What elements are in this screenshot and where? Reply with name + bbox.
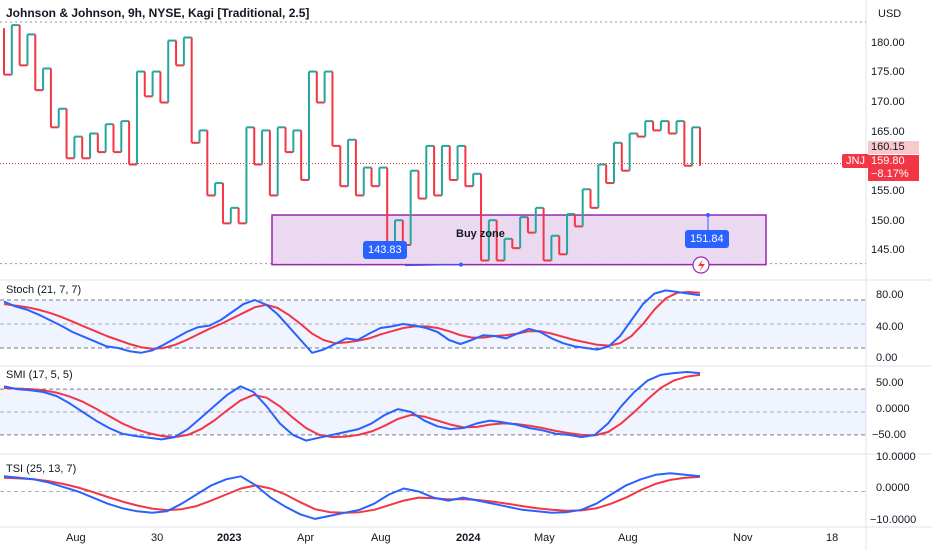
time-label-18: 18 <box>826 532 839 544</box>
stoch-tick-40: 40.00 <box>876 321 904 333</box>
price-tick-155: 155.00 <box>871 185 905 197</box>
price-tick-160-15: 160.15 <box>868 141 919 154</box>
tsi-pane-label[interactable]: TSI (25, 13, 7) <box>6 463 77 475</box>
tsi-tick-0: 0.0000 <box>876 482 910 494</box>
buy-zone-label: Buy zone <box>456 228 505 240</box>
last-price-tag: 159.80 <box>868 155 919 168</box>
price-tick-175: 175.00 <box>871 66 905 78</box>
high-price-tag: 151.84 <box>685 230 729 248</box>
stoch-pane-label[interactable]: Stoch (21, 7, 7) <box>6 284 82 296</box>
time-label-aug-2: Aug <box>371 532 391 544</box>
price-tick-180: 180.00 <box>871 37 905 49</box>
indicator-slow-line-0 <box>3 291 701 350</box>
high-price-anchor <box>706 213 710 218</box>
time-label-may: May <box>534 532 555 544</box>
time-label-30: 30 <box>151 532 164 544</box>
ticker-badge: JNJ <box>842 154 869 168</box>
low-price-tag: 143.83 <box>363 241 407 259</box>
indicator-slow-line-2 <box>3 475 701 514</box>
last-change-tag: −8.17% <box>868 168 919 181</box>
time-label-2023: 2023 <box>217 532 242 544</box>
time-label-nov: Nov <box>733 532 753 544</box>
indicator-slow-line-1 <box>3 373 701 439</box>
smi-tick-0: 0.0000 <box>876 403 910 415</box>
indicator-fast-line-2 <box>3 472 701 520</box>
tsi-tick-10: 10.0000 <box>876 451 916 463</box>
smi-tick-minus50: −50.00 <box>872 429 906 441</box>
tsi-tick-minus10: −10.0000 <box>870 514 917 526</box>
time-label-aug-1: Aug <box>66 532 86 544</box>
currency-label[interactable]: USD <box>878 8 902 20</box>
time-label-apr: Apr <box>297 532 315 544</box>
smi-pane-label[interactable]: SMI (17, 5, 5) <box>6 369 73 381</box>
buy-zone-box <box>271 214 767 266</box>
price-tick-165: 165.00 <box>871 126 905 138</box>
time-label-aug-3: Aug <box>618 532 638 544</box>
smi-tick-50: 50.00 <box>876 377 904 389</box>
chart-title: Johnson & Johnson, 9h, NYSE, Kagi [Tradi… <box>6 6 310 20</box>
stoch-tick-80: 80.00 <box>876 289 904 301</box>
low-price-anchor <box>459 262 463 267</box>
price-tick-150: 150.00 <box>871 215 905 227</box>
indicator-fast-line-1 <box>3 371 701 442</box>
stoch-tick-0: 0.00 <box>876 352 898 364</box>
price-tick-145: 145.00 <box>871 244 905 256</box>
indicator-fast-line-0 <box>3 289 701 354</box>
lightning-bolt-icon <box>698 259 705 272</box>
time-label-2024: 2024 <box>456 532 481 544</box>
low-price-pointer <box>404 264 462 267</box>
price-tick-170: 170.00 <box>871 96 905 108</box>
